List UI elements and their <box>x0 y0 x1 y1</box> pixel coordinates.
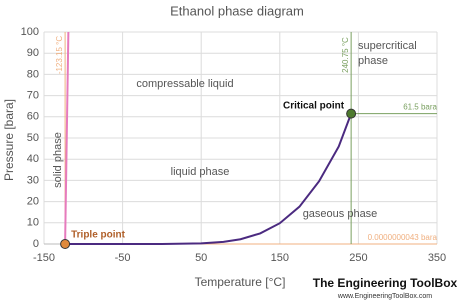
annotation: liquid phase <box>171 166 230 178</box>
point-marker <box>346 108 357 119</box>
annotation: phase <box>358 55 388 67</box>
x-tick-label: 150 <box>271 252 289 264</box>
y-tick-label: 40 <box>27 153 39 165</box>
phase-curve <box>64 31 70 245</box>
reference-label: 0.0000000043 bara <box>368 233 438 242</box>
y-tick-label: 50 <box>27 132 39 144</box>
logo-name: The Engineering ToolBox <box>313 276 458 290</box>
point-label: Critical point <box>283 100 345 111</box>
x-tick-label: 50 <box>195 252 207 264</box>
point-label: Triple point <box>71 230 126 241</box>
y-tick-label: 20 <box>27 196 39 208</box>
reference-label: 240.75 °C <box>341 37 350 73</box>
y-axis-label: Pressure [bara] <box>2 99 16 181</box>
annotation: gaseous phase <box>303 208 378 220</box>
y-tick-label: 60 <box>27 111 39 123</box>
reference-label: 61.5 bara <box>403 103 437 112</box>
point-marker <box>60 239 71 249</box>
annotation: solid phase <box>52 132 64 188</box>
x-tick-label: 350 <box>428 252 446 264</box>
x-axis-label: Temperature [°C] <box>195 275 286 289</box>
y-tick-label: 100 <box>21 26 39 38</box>
annotation: supercritical <box>358 40 417 52</box>
y-tick-label: 0 <box>33 238 39 250</box>
x-tick-label: 250 <box>349 252 367 264</box>
y-tick-label: 80 <box>27 68 39 80</box>
chart-title: Ethanol phase diagram <box>170 3 304 18</box>
annotation: compressable liquid <box>136 78 233 90</box>
x-tick-label: -50 <box>115 252 131 264</box>
x-tick-label: -150 <box>33 252 55 264</box>
logo-url: www.EngineeringToolBox.com <box>337 293 432 300</box>
y-tick-label: 90 <box>27 47 39 59</box>
y-tick-label: 10 <box>27 217 39 229</box>
y-tick-label: 30 <box>27 174 39 186</box>
phase-curve <box>65 113 353 245</box>
y-tick-label: 70 <box>27 90 39 102</box>
reference-label: -123.15 °C <box>55 36 64 75</box>
